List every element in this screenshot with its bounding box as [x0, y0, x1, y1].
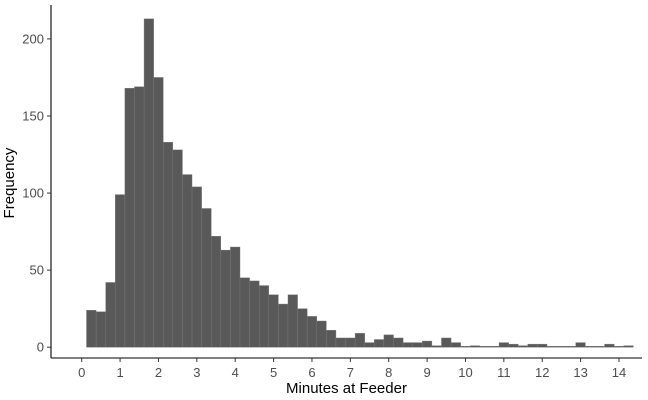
- histogram-bar: [86, 310, 97, 348]
- histogram-bar: [201, 208, 212, 348]
- histogram-bar: [278, 303, 289, 348]
- histogram-bar: [220, 249, 231, 348]
- y-tick-label: 100: [22, 186, 44, 201]
- x-axis-title: Minutes at Feeder: [286, 380, 407, 397]
- x-tick-label: 12: [535, 365, 549, 380]
- x-tick-label: 13: [573, 365, 587, 380]
- histogram-bar: [422, 340, 433, 348]
- y-tick-label: 50: [30, 263, 44, 278]
- histogram-bar: [230, 246, 241, 348]
- histogram-bar: [498, 342, 509, 348]
- histogram-bar: [518, 345, 529, 348]
- histogram-bar: [172, 149, 183, 348]
- histogram-bar: [527, 343, 538, 348]
- histogram-bars: [86, 18, 634, 348]
- x-tick-label: 5: [270, 365, 277, 380]
- histogram-bar: [412, 342, 423, 348]
- histogram-bar: [364, 342, 375, 348]
- histogram-bar: [383, 334, 394, 348]
- y-tick-label: 200: [22, 31, 44, 46]
- histogram-bar: [239, 277, 250, 348]
- histogram-bar: [316, 320, 327, 348]
- histogram-bar: [354, 333, 365, 348]
- histogram-bar: [297, 308, 308, 348]
- histogram-bar: [268, 294, 279, 348]
- y-axis-title: Frequency: [1, 147, 18, 218]
- histogram-bar: [450, 342, 461, 348]
- histogram-bar: [604, 343, 615, 348]
- histogram-bar: [575, 342, 586, 348]
- histogram-bar: [95, 311, 106, 348]
- x-tick-label: 2: [155, 365, 162, 380]
- y-tick-label: 150: [22, 108, 44, 123]
- histogram-bar: [585, 346, 596, 348]
- x-tick-label: 14: [612, 365, 626, 380]
- x-tick-label: 4: [232, 365, 239, 380]
- x-tick-label: 9: [423, 365, 430, 380]
- histogram-bar: [134, 86, 145, 348]
- histogram-bar: [143, 18, 154, 348]
- histogram-bar: [537, 343, 548, 348]
- histogram-bar: [306, 316, 317, 348]
- y-axis-ticks: 0 50 100 150 200: [22, 31, 51, 355]
- histogram-bar: [163, 141, 174, 348]
- histogram-bar: [249, 280, 260, 348]
- histogram-bar: [508, 343, 519, 348]
- histogram-bar: [182, 174, 193, 348]
- histogram-bar: [441, 337, 452, 348]
- histogram-bar: [402, 342, 413, 348]
- histogram-bar: [393, 337, 404, 348]
- histogram-bar: [258, 285, 269, 348]
- x-tick-label: 10: [458, 365, 472, 380]
- histogram-bar: [326, 330, 337, 348]
- x-tick-label: 3: [193, 365, 200, 380]
- histogram-bar: [489, 346, 500, 348]
- histogram-bar: [211, 236, 222, 348]
- x-tick-label: 11: [497, 365, 511, 380]
- histogram-bar: [115, 194, 126, 348]
- x-axis-ticks: 0 1 2 3 4 5 6 7 8 9 10 11 12 13 14: [78, 358, 626, 380]
- histogram-bar: [556, 346, 567, 348]
- histogram-bar: [470, 345, 481, 348]
- x-tick-label: 8: [385, 365, 392, 380]
- histogram-bar: [623, 345, 634, 348]
- histogram-bar: [105, 282, 116, 348]
- histogram-bar: [191, 186, 202, 348]
- histogram-bar: [566, 346, 577, 348]
- histogram-bar: [594, 346, 605, 348]
- x-tick-label: 0: [78, 365, 85, 380]
- x-tick-label: 1: [116, 365, 123, 380]
- histogram-bar: [345, 337, 356, 348]
- histogram-bar: [546, 346, 557, 348]
- histogram-bar: [374, 339, 385, 348]
- histogram-bar: [479, 346, 490, 348]
- histogram-bar: [431, 345, 442, 348]
- y-tick-label: 0: [37, 340, 44, 355]
- histogram-bar: [287, 294, 298, 348]
- histogram-bar: [153, 77, 164, 348]
- x-tick-label: 6: [308, 365, 315, 380]
- histogram-bar: [613, 346, 624, 348]
- x-tick-label: 7: [347, 365, 354, 380]
- histogram-bar: [124, 88, 135, 348]
- histogram-bar: [335, 337, 346, 348]
- histogram-bar: [460, 346, 471, 348]
